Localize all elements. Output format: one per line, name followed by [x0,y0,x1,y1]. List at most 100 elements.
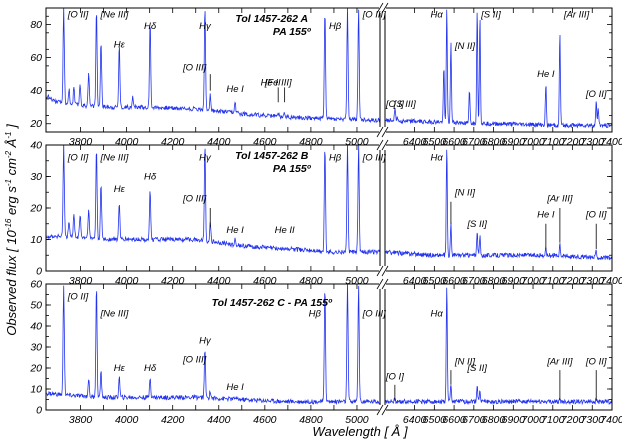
emission-line-label: Hε [114,184,126,195]
axis-break-mark [376,278,384,290]
emission-line-label: He I [226,382,244,393]
emission-line-label: [O III] [182,194,207,205]
y-tick-label: 50 [30,300,42,312]
emission-line-label: [O II] [67,292,89,303]
emission-line-label: Hδ [144,21,157,32]
y-tick-label: 10 [30,234,42,246]
emission-line-label: Hα [431,153,444,164]
emission-line-label: Hα [431,308,444,319]
emission-line-label: [Ar III] [546,194,573,205]
axis-break-gap [379,266,386,276]
emission-line-label: Hε [114,39,126,50]
panel-subtitle: PA 155º [273,163,312,175]
axis-break-mark [381,2,389,14]
emission-line-label: Hβ [329,153,342,164]
x-tick-label: 4000 [115,414,139,426]
y-tick-label: 30 [30,342,42,354]
emission-line-label: [O III] [182,63,207,74]
x-tick-label: 6400 [403,414,427,426]
spectrum-line-right [384,287,612,406]
axis-break-gap [379,140,386,150]
axis-break-mark [381,404,389,416]
emission-line-label: [Ne III] [99,153,128,164]
y-tick-label: 60 [30,279,42,291]
emission-line-label: Hγ [199,336,212,347]
axis-break-mark [376,2,384,14]
axis-break-mark [376,404,384,416]
emission-line-label: Hγ [199,21,212,32]
emission-line-label: [O I] [385,371,404,382]
emission-line-label: [S II] [466,363,487,374]
x-tick-label: 6600 [442,414,466,426]
emission-line-label: [N II] [454,41,475,52]
emission-line-label: He I [537,209,555,220]
emission-line-label: [O II] [67,10,89,21]
emission-line-label: Hδ [144,363,157,374]
plot-frame-right [384,144,613,272]
y-tick-label: 40 [30,321,42,333]
emission-line-label: [O II] [67,153,89,164]
emission-line-label: [O II] [585,89,607,100]
x-tick-label: 7000 [521,414,545,426]
emission-line-label: Hβ [329,21,342,32]
panel-title: Tol 1457-262 C - PA 155º [212,297,333,309]
x-tick-label: 7400 [600,136,622,148]
x-tick-label: 7200 [561,414,585,426]
plot-frame-right [384,283,613,411]
emission-line-label: [O III] [362,308,387,319]
y-tick-label: 0 [36,405,42,417]
emission-line-label: [S III] [393,99,417,110]
spectrum-line-right [384,9,612,129]
emission-line-label: [N II] [454,357,475,368]
spectrum-line-left [46,8,381,124]
axis-break-mark [381,265,389,277]
emission-line-label: [O I] [385,99,404,110]
emission-line-label: [O II] [585,357,607,368]
emission-line-label: Hα [431,10,444,21]
y-tick-label: 10 [30,384,42,396]
spectrum-line-left [46,284,381,406]
x-tick-label: 7400 [600,414,622,426]
emission-line-label: [Ne III] [99,308,128,319]
plot-frame-right [384,7,613,133]
axis-break-mark [381,126,389,138]
emission-line-label: [O III] [362,10,387,21]
axis-break-gap [379,405,386,415]
emission-line-label: [S II] [480,10,501,21]
y-tick-label: 20 [29,363,42,375]
emission-line-label: [N II] [454,187,475,198]
axis-break-mark [376,139,384,151]
y-tick-label: 20 [29,118,42,130]
x-tick-label: 7100 [541,414,565,426]
x-tick-label: 6900 [502,414,526,426]
axis-break-gap [379,127,386,137]
emission-line-label: [Ne III] [99,10,128,21]
x-tick-label: 4800 [299,414,323,426]
x-tick-label: 5000 [345,414,369,426]
panel-title: Tol 1457-262 A [235,13,308,25]
x-tick-label: 6700 [462,414,486,426]
axis-break-mark [381,139,389,151]
y-tick-label: 40 [30,140,42,152]
y-axis-title: Observed flux [ 10-16 erg s-1 cm-2 Å-1 ] [4,124,19,336]
emission-line-label: [O III] [182,355,207,366]
emission-line-label: He II [275,225,295,236]
y-tick-label: 30 [30,171,42,183]
emission-line-label: [Fe III] [264,77,292,88]
y-tick-label: 80 [30,19,42,31]
y-tick-label: 20 [29,203,42,215]
x-tick-label: 3800 [69,414,93,426]
emission-line-label: [Ar III] [546,357,573,368]
emission-line-label: He I [226,84,244,95]
emission-line-label: Hβ [309,308,322,319]
axis-break-mark [381,278,389,290]
panel-title: Tol 1457-262 B [235,150,309,162]
emission-line-label: He II [261,77,281,88]
y-tick-label: 40 [30,85,42,97]
emission-line-label: [Ar III] [563,10,590,21]
emission-line-label: [O III] [362,153,387,164]
emission-line-label: Hδ [144,172,157,183]
x-tick-label: 7300 [581,414,605,426]
spectrum-line-right [384,149,612,261]
